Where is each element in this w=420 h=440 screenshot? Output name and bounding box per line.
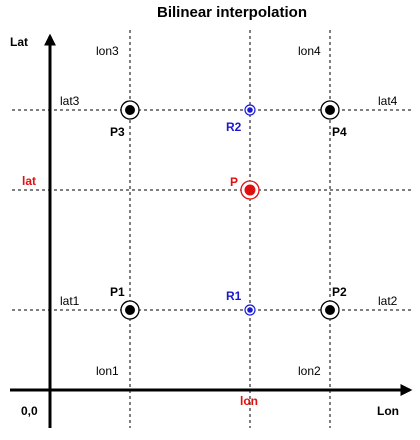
label-p3: P3: [110, 125, 125, 139]
label-r1: R1: [226, 289, 242, 303]
label-p: P: [230, 175, 238, 189]
point-p3: [120, 100, 140, 120]
label-lat4: lat4: [378, 94, 398, 108]
label-lon: lon: [240, 394, 258, 408]
point-r1: [244, 304, 256, 316]
point-r2: [244, 104, 256, 116]
diagram-title: Bilinear interpolation: [157, 4, 307, 21]
point-p: [240, 180, 260, 200]
origin-label: 0,0: [21, 404, 38, 418]
label-lat2: lat2: [378, 294, 398, 308]
label-lat1: lat1: [60, 294, 80, 308]
label-lon1: lon1: [96, 364, 119, 378]
x-axis-label: Lon: [377, 404, 399, 418]
point-p2: [320, 300, 340, 320]
y-axis-label: Lat: [10, 35, 28, 49]
point-p1: [120, 300, 140, 320]
point-p4: [320, 100, 340, 120]
label-p4: P4: [332, 125, 347, 139]
label-p1: P1: [110, 285, 125, 299]
label-lat: lat: [22, 174, 36, 188]
label-p2: P2: [332, 285, 347, 299]
label-lon2: lon2: [298, 364, 321, 378]
label-lon3: lon3: [96, 44, 119, 58]
label-lon4: lon4: [298, 44, 321, 58]
label-r2: R2: [226, 120, 242, 134]
label-lat3: lat3: [60, 94, 80, 108]
